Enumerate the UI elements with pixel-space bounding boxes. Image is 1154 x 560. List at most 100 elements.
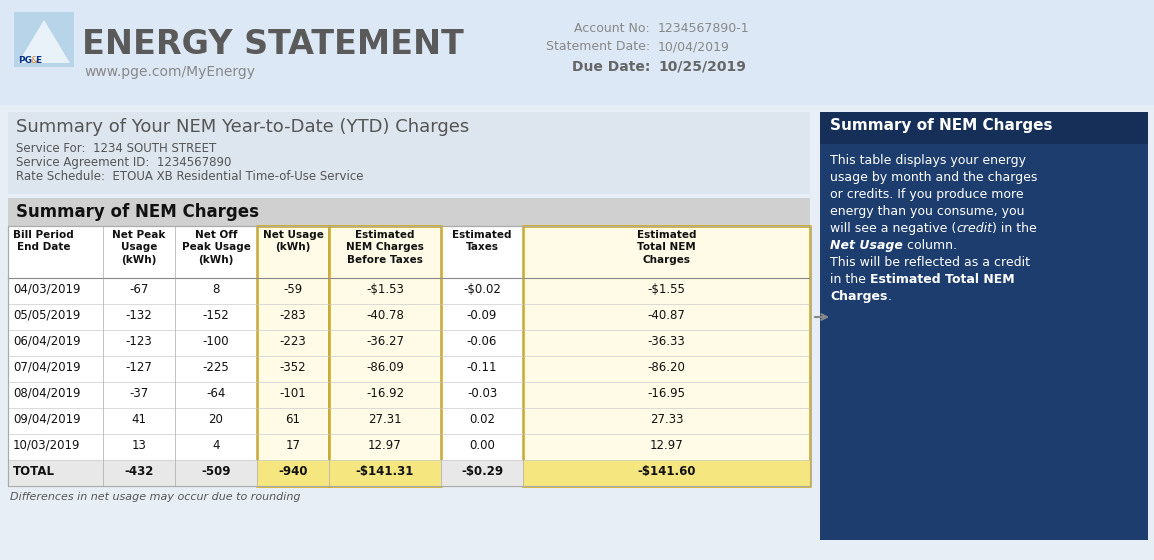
Bar [820, 112, 1148, 144]
Text: -0.06: -0.06 [467, 335, 497, 348]
Text: or credits. If you produce more: or credits. If you produce more [830, 188, 1024, 201]
Text: -223: -223 [279, 335, 306, 348]
Bar [14, 12, 74, 67]
Text: credit: credit [957, 222, 992, 235]
Text: Service Agreement ID:  1234567890: Service Agreement ID: 1234567890 [16, 156, 231, 169]
Text: -40.78: -40.78 [366, 309, 404, 322]
Text: Account No:: Account No: [575, 22, 650, 35]
Text: Summary of NEM Charges: Summary of NEM Charges [16, 203, 258, 221]
Text: E: E [35, 56, 42, 65]
Text: Statement Date:: Statement Date: [546, 40, 650, 53]
Text: 20: 20 [209, 413, 224, 426]
Text: -101: -101 [279, 387, 306, 400]
Text: -$0.29: -$0.29 [460, 465, 503, 478]
Text: -86.20: -86.20 [647, 361, 685, 374]
Bar [257, 226, 329, 486]
Text: -64: -64 [207, 387, 226, 400]
Text: -36.33: -36.33 [647, 335, 685, 348]
Bar [8, 112, 810, 194]
Text: -225: -225 [203, 361, 230, 374]
Text: -127: -127 [126, 361, 152, 374]
Bar [820, 112, 1148, 540]
Text: -67: -67 [129, 283, 149, 296]
Text: -132: -132 [126, 309, 152, 322]
Text: Estimated
Taxes: Estimated Taxes [452, 230, 511, 253]
Text: will see a negative (: will see a negative ( [830, 222, 957, 235]
Text: -$141.60: -$141.60 [637, 465, 696, 478]
Text: 4: 4 [212, 439, 219, 452]
Bar [0, 0, 1154, 105]
Bar [8, 460, 810, 486]
Text: Rate Schedule:  ETOUA XB Residential Time-of-Use Service: Rate Schedule: ETOUA XB Residential Time… [16, 170, 364, 183]
Text: usage by month and the charges: usage by month and the charges [830, 171, 1037, 184]
Text: 27.31: 27.31 [368, 413, 402, 426]
Text: -$1.53: -$1.53 [366, 283, 404, 296]
Text: Service For:  1234 SOUTH STREET: Service For: 1234 SOUTH STREET [16, 142, 216, 155]
Text: www.pge.com/MyEnergy: www.pge.com/MyEnergy [84, 65, 255, 79]
Text: -$141.31: -$141.31 [355, 465, 414, 478]
Text: Differences in net usage may occur due to rounding: Differences in net usage may occur due t… [10, 492, 300, 502]
Text: -16.95: -16.95 [647, 387, 685, 400]
Text: .: . [887, 290, 891, 303]
Text: Net Usage
(kWh): Net Usage (kWh) [263, 230, 323, 253]
Bar [329, 460, 441, 486]
Text: energy than you consume, you: energy than you consume, you [830, 205, 1025, 218]
Text: -0.09: -0.09 [467, 309, 497, 322]
Text: 04/03/2019: 04/03/2019 [13, 283, 81, 296]
Text: Summary of Your NEM Year-to-Date (YTD) Charges: Summary of Your NEM Year-to-Date (YTD) C… [16, 118, 470, 136]
Text: 09/04/2019: 09/04/2019 [13, 413, 81, 426]
Text: 1234567890-1: 1234567890-1 [658, 22, 750, 35]
Text: -86.09: -86.09 [366, 361, 404, 374]
Text: 0.02: 0.02 [469, 413, 495, 426]
Text: TOTAL: TOTAL [13, 465, 55, 478]
Text: -59: -59 [284, 283, 302, 296]
Text: Estimated
Total NEM
Charges: Estimated Total NEM Charges [637, 230, 696, 265]
Text: 10/03/2019: 10/03/2019 [13, 439, 81, 452]
Text: Estimated
NEM Charges
Before Taxes: Estimated NEM Charges Before Taxes [346, 230, 424, 265]
Text: 27.33: 27.33 [650, 413, 683, 426]
Text: Charges: Charges [830, 290, 887, 303]
Text: 07/04/2019: 07/04/2019 [13, 361, 81, 374]
Text: -432: -432 [125, 465, 153, 478]
Text: column.: column. [902, 239, 957, 252]
Bar [257, 460, 329, 486]
Text: 10/25/2019: 10/25/2019 [658, 60, 745, 74]
Text: 17: 17 [285, 439, 300, 452]
Text: This table displays your energy: This table displays your energy [830, 154, 1026, 167]
Text: -16.92: -16.92 [366, 387, 404, 400]
Text: 12.97: 12.97 [650, 439, 683, 452]
Text: Net Peak
Usage
(kWh): Net Peak Usage (kWh) [112, 230, 166, 265]
Polygon shape [18, 20, 70, 63]
Text: -509: -509 [201, 465, 231, 478]
Text: 08/04/2019: 08/04/2019 [13, 387, 81, 400]
Text: -37: -37 [129, 387, 149, 400]
Bar [523, 226, 810, 486]
Text: 05/05/2019: 05/05/2019 [13, 309, 81, 322]
Text: 61: 61 [285, 413, 300, 426]
Text: 41: 41 [132, 413, 147, 426]
Text: 12.97: 12.97 [368, 439, 402, 452]
Text: -100: -100 [203, 335, 230, 348]
Bar [8, 226, 810, 486]
Text: Net Off
Peak Usage
(kWh): Net Off Peak Usage (kWh) [181, 230, 250, 265]
Text: Bill Period
End Date: Bill Period End Date [13, 230, 74, 253]
Text: 13: 13 [132, 439, 147, 452]
Text: in the: in the [830, 273, 870, 286]
Text: Estimated Total NEM: Estimated Total NEM [870, 273, 1014, 286]
Text: -352: -352 [279, 361, 306, 374]
Text: 06/04/2019: 06/04/2019 [13, 335, 81, 348]
Text: -940: -940 [278, 465, 308, 478]
Text: -$0.02: -$0.02 [463, 283, 501, 296]
Text: -36.27: -36.27 [366, 335, 404, 348]
Text: Net Usage: Net Usage [830, 239, 902, 252]
Bar [329, 226, 441, 486]
Text: PG: PG [18, 56, 32, 65]
Bar [523, 460, 810, 486]
Text: -0.11: -0.11 [466, 361, 497, 374]
Text: -123: -123 [126, 335, 152, 348]
Text: This will be reflected as a credit: This will be reflected as a credit [830, 256, 1031, 269]
Bar [8, 226, 810, 486]
Text: -40.87: -40.87 [647, 309, 685, 322]
Text: 8: 8 [212, 283, 219, 296]
Bar [8, 198, 810, 226]
